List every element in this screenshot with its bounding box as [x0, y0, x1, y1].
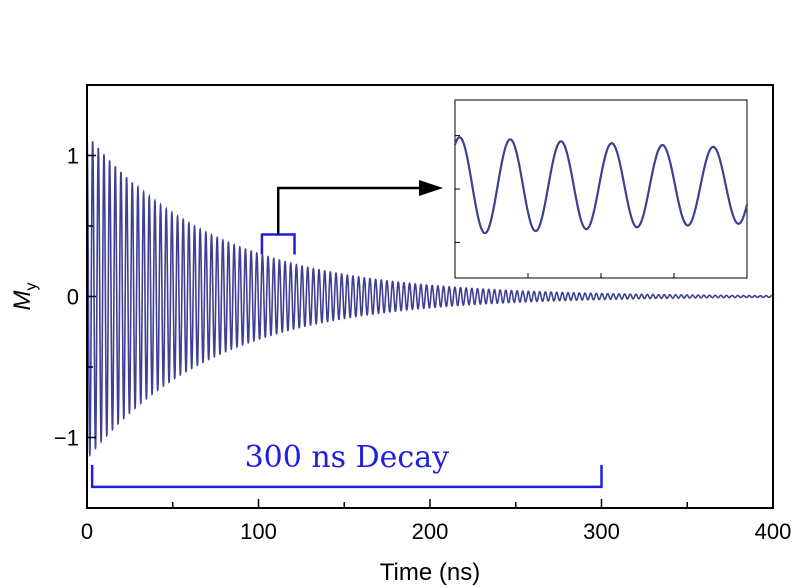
x-axis-label: Time (ns): [380, 559, 480, 586]
zoom-bracket: [260, 233, 296, 255]
inset-ticks: [455, 135, 675, 278]
decay-bracket: [90, 464, 603, 489]
x-tick-label: 200: [412, 519, 449, 544]
main-series-line: [86, 134, 774, 458]
decay-label: 300 ns Decay: [245, 440, 450, 475]
bracket-shape: [260, 233, 296, 255]
zoom-arrow-line: [276, 186, 429, 235]
zoom-arrow-head: [419, 180, 443, 196]
y-axis-label-subscript: y: [23, 283, 40, 291]
y-tick-label: 1: [67, 144, 79, 169]
bracket-shape: [90, 464, 603, 489]
y-axis-ticks: −1 0 1: [54, 144, 96, 451]
x-tick-label: 0: [81, 519, 93, 544]
y-tick-label: −1: [54, 426, 79, 451]
x-tick-label: 100: [240, 519, 277, 544]
y-axis-label: My: [9, 283, 40, 311]
inset-frame: [454, 99, 748, 279]
inset-series-line: [453, 136, 749, 235]
y-tick-label: 0: [67, 285, 79, 310]
x-axis-ticks: 0 100 200 300 400: [81, 499, 791, 544]
x-tick-label: 300: [583, 519, 620, 544]
y-axis-label-main: M: [9, 291, 36, 311]
inset-plot: [453, 99, 749, 279]
main-plot: 0 100 200 300 400 −1 0 1: [54, 84, 791, 544]
x-tick-label: 400: [755, 519, 792, 544]
zoom-arrow: [276, 180, 443, 235]
